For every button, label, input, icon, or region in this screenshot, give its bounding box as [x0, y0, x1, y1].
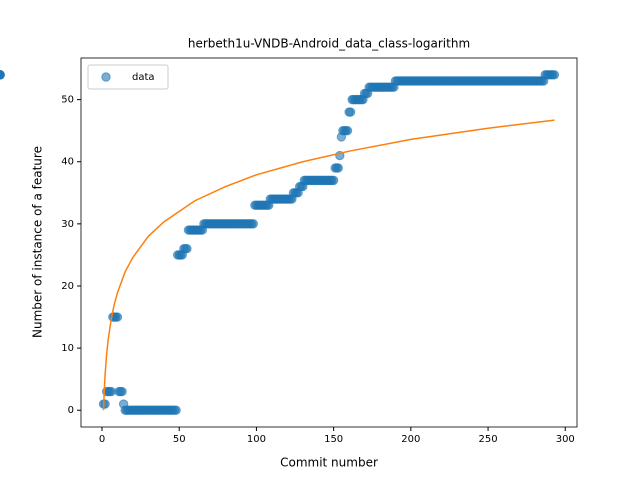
data-point — [248, 219, 259, 229]
data-point — [182, 244, 192, 254]
x-tick-label: 100 — [247, 434, 266, 445]
y-tick-label: 30 — [61, 219, 74, 230]
data-point — [342, 125, 353, 136]
x-tick-label: 50 — [173, 434, 186, 445]
fit-line — [102, 119, 555, 411]
legend-marker — [101, 72, 111, 82]
data-point — [100, 399, 110, 409]
y-tick-label: 10 — [61, 343, 74, 354]
legend-box — [87, 64, 169, 90]
y-tick-label: 0 — [68, 405, 74, 416]
data-point — [112, 312, 123, 322]
x-tick-label: 300 — [556, 434, 575, 445]
y-tick-label: 40 — [61, 157, 74, 168]
data-point — [549, 70, 560, 80]
x-tick-label: 0 — [99, 434, 105, 445]
y-tick-label: 50 — [61, 95, 74, 106]
y-tick-label: 20 — [61, 281, 74, 292]
data-point — [333, 163, 343, 173]
x-axis-label: Commit number — [280, 456, 378, 470]
data-point — [171, 405, 181, 415]
y-axis-label: Number of instance of a feature — [31, 146, 45, 338]
data-point — [328, 175, 339, 186]
axes-frame — [80, 57, 578, 428]
data-point — [0, 70, 5, 80]
x-tick-label: 150 — [324, 434, 343, 445]
data-point — [117, 386, 127, 397]
x-tick-label: 250 — [479, 434, 498, 445]
data-point — [106, 386, 116, 397]
x-tick-label: 200 — [401, 434, 420, 445]
legend-label: data — [132, 72, 155, 83]
chart-title: herbeth1u-VNDB-Android_data_class-logari… — [188, 37, 470, 51]
data-point — [345, 107, 356, 117]
